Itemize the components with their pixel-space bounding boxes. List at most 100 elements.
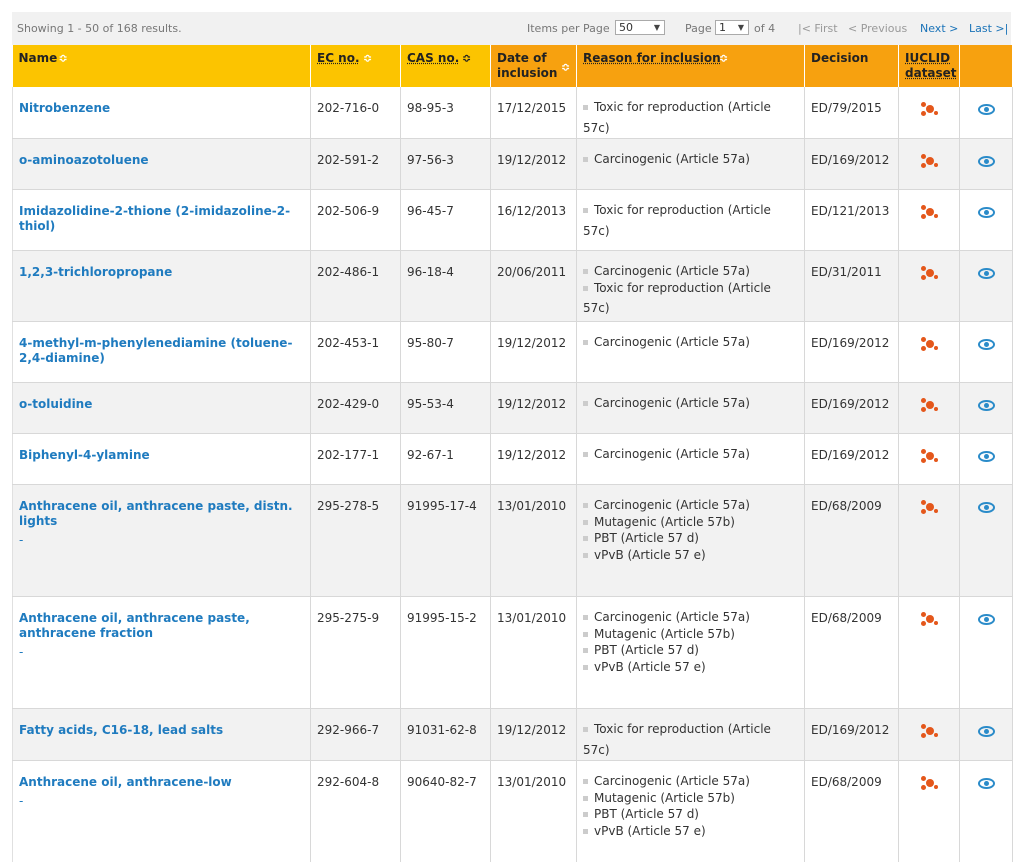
cell-cas: 96-18-4 bbox=[400, 250, 491, 322]
dropdown-arrow-icon: ▼ bbox=[653, 23, 660, 32]
reason-list: Carcinogenic (Article 57a) bbox=[583, 149, 798, 170]
reason-list: Toxic for reproduction (Article 57c) bbox=[583, 97, 798, 138]
cell-cas: 92-67-1 bbox=[400, 433, 491, 485]
cell-view bbox=[959, 484, 1013, 597]
cell-name: o-aminoazotoluene bbox=[12, 138, 311, 190]
cell-name: Anthracene oil, anthracene paste, anthra… bbox=[12, 596, 311, 709]
cell-date: 19/12/2012 bbox=[490, 708, 577, 761]
decision-link[interactable]: ED/121/2013 bbox=[804, 189, 899, 251]
reason-item: Toxic for reproduction (Article 57c) bbox=[583, 719, 798, 760]
cell-name: Anthracene oil, anthracene paste, distn.… bbox=[12, 484, 311, 597]
iuclid-dataset-icon[interactable] bbox=[920, 723, 938, 739]
decision-link[interactable]: ED/68/2009 bbox=[804, 760, 899, 862]
reason-item: Carcinogenic (Article 57a) bbox=[583, 393, 798, 414]
eye-icon[interactable] bbox=[977, 400, 995, 411]
iuclid-dataset-icon[interactable] bbox=[920, 153, 938, 169]
reason-item: Mutagenic (Article 57b) bbox=[583, 512, 798, 533]
next-page-link[interactable]: Next > bbox=[920, 22, 959, 35]
cell-iuclid bbox=[898, 433, 960, 485]
eye-icon[interactable] bbox=[977, 778, 995, 789]
eye-icon[interactable] bbox=[977, 451, 995, 462]
decision-link[interactable]: ED/31/2011 bbox=[804, 250, 899, 322]
iuclid-dataset-icon[interactable] bbox=[920, 101, 938, 117]
table-row: Imidazolidine-2-thione (2-imidazoline-2-… bbox=[12, 189, 1013, 251]
substance-table: Name ≎ EC no. ≎ CAS no. ≎ Date of inclusion… bbox=[12, 45, 1013, 862]
eye-icon[interactable] bbox=[977, 268, 995, 279]
cell-ec: 202-453-1 bbox=[310, 321, 401, 383]
cell-ec: 292-604-8 bbox=[310, 760, 401, 862]
decision-link[interactable]: ED/169/2012 bbox=[804, 433, 899, 485]
cell-name: Nitrobenzene bbox=[12, 87, 311, 139]
substance-name-link[interactable]: Anthracene oil, anthracene-low bbox=[19, 775, 232, 789]
column-header-cas[interactable]: CAS no. ≎ bbox=[400, 45, 491, 87]
substance-name-link[interactable]: Imidazolidine-2-thione (2-imidazoline-2-… bbox=[19, 204, 291, 233]
cell-iuclid bbox=[898, 321, 960, 383]
reason-item: Carcinogenic (Article 57a) bbox=[583, 332, 798, 353]
column-header-name[interactable]: Name ≎ bbox=[12, 45, 311, 87]
decision-link[interactable]: ED/169/2012 bbox=[804, 138, 899, 190]
column-header-iuclid: IUCLID dataset bbox=[898, 45, 960, 87]
cell-cas: 90640-82-7 bbox=[400, 760, 491, 862]
cell-reason: Carcinogenic (Article 57a) bbox=[576, 138, 805, 190]
reason-list: Carcinogenic (Article 57a) Mutagenic (Art… bbox=[583, 607, 798, 677]
column-header-decision: Decision bbox=[804, 45, 899, 87]
substance-name-link[interactable]: Fatty acids, C16-18, lead salts bbox=[19, 723, 224, 737]
reason-item: PBT (Article 57 d) bbox=[583, 640, 798, 661]
eye-icon[interactable] bbox=[977, 614, 995, 625]
cell-ec: 292-966-7 bbox=[310, 708, 401, 761]
substance-name-link[interactable]: Anthracene oil, anthracene paste, distn.… bbox=[19, 499, 293, 528]
decision-link[interactable]: ED/169/2012 bbox=[804, 321, 899, 383]
previous-page-link[interactable]: < Previous bbox=[848, 22, 908, 35]
cell-view bbox=[959, 138, 1013, 190]
substance-name-link[interactable]: Nitrobenzene bbox=[19, 101, 111, 115]
last-page-link[interactable]: Last >| bbox=[969, 22, 1009, 35]
cell-ec: 202-486-1 bbox=[310, 250, 401, 322]
eye-icon[interactable] bbox=[977, 104, 995, 115]
cell-name: Fatty acids, C16-18, lead salts bbox=[12, 708, 311, 761]
iuclid-dataset-icon[interactable] bbox=[920, 611, 938, 627]
decision-link[interactable]: ED/68/2009 bbox=[804, 484, 899, 597]
cell-iuclid bbox=[898, 250, 960, 322]
eye-icon[interactable] bbox=[977, 502, 995, 513]
eye-icon[interactable] bbox=[977, 339, 995, 350]
iuclid-dataset-icon[interactable] bbox=[920, 448, 938, 464]
eye-icon[interactable] bbox=[977, 726, 995, 737]
substance-name-link[interactable]: Biphenyl-4-ylamine bbox=[19, 448, 150, 462]
cell-view bbox=[959, 708, 1013, 761]
iuclid-dataset-icon[interactable] bbox=[920, 499, 938, 515]
column-header-ec[interactable]: EC no. ≎ bbox=[310, 45, 401, 87]
cell-reason: Carcinogenic (Article 57a) Mutagenic (Art… bbox=[576, 760, 805, 862]
reason-list: Toxic for reproduction (Article 57c) bbox=[583, 200, 798, 241]
column-header-reason[interactable]: Reason for inclusion ≎ bbox=[576, 45, 805, 87]
iuclid-dataset-icon[interactable] bbox=[920, 265, 938, 281]
column-header-date[interactable]: Date of inclusion ≎ bbox=[490, 45, 577, 87]
eye-icon[interactable] bbox=[977, 156, 995, 167]
substance-name-link[interactable]: o-aminoazotoluene bbox=[19, 153, 149, 167]
items-per-page-label: Items per Page bbox=[527, 22, 610, 35]
iuclid-dataset-icon[interactable] bbox=[920, 775, 938, 791]
cell-name: 1,2,3-trichloropropane bbox=[12, 250, 311, 322]
decision-link[interactable]: ED/79/2015 bbox=[804, 87, 899, 139]
iuclid-dataset-icon[interactable] bbox=[920, 336, 938, 352]
decision-link[interactable]: ED/68/2009 bbox=[804, 596, 899, 709]
substance-name-link[interactable]: 4-methyl-m-phenylenediamine (toluene-2,4… bbox=[19, 336, 293, 365]
items-per-page-select[interactable]: 50 ▼ bbox=[615, 20, 665, 35]
cell-date: 19/12/2012 bbox=[490, 138, 577, 190]
reason-list: Carcinogenic (Article 57a) Toxic for repr… bbox=[583, 261, 798, 319]
decision-link[interactable]: ED/169/2012 bbox=[804, 382, 899, 434]
substance-name-link[interactable]: 1,2,3-trichloropropane bbox=[19, 265, 173, 279]
substance-name-link[interactable]: Anthracene oil, anthracene paste, anthra… bbox=[19, 611, 250, 640]
table-header-row: Name ≎ EC no. ≎ CAS no. ≎ Date of inclusion… bbox=[12, 45, 1013, 87]
page-value: 1 bbox=[719, 21, 726, 34]
cell-cas: 97-56-3 bbox=[400, 138, 491, 190]
cell-reason: Toxic for reproduction (Article 57c) bbox=[576, 189, 805, 251]
first-page-link[interactable]: |< First bbox=[798, 22, 838, 35]
cell-date: 16/12/2013 bbox=[490, 189, 577, 251]
iuclid-dataset-icon[interactable] bbox=[920, 397, 938, 413]
page-select[interactable]: 1 ▼ bbox=[715, 20, 749, 35]
substance-name-link[interactable]: o-toluidine bbox=[19, 397, 93, 411]
eye-icon[interactable] bbox=[977, 207, 995, 218]
cell-view bbox=[959, 760, 1013, 862]
decision-link[interactable]: ED/169/2012 bbox=[804, 708, 899, 761]
iuclid-dataset-icon[interactable] bbox=[920, 204, 938, 220]
